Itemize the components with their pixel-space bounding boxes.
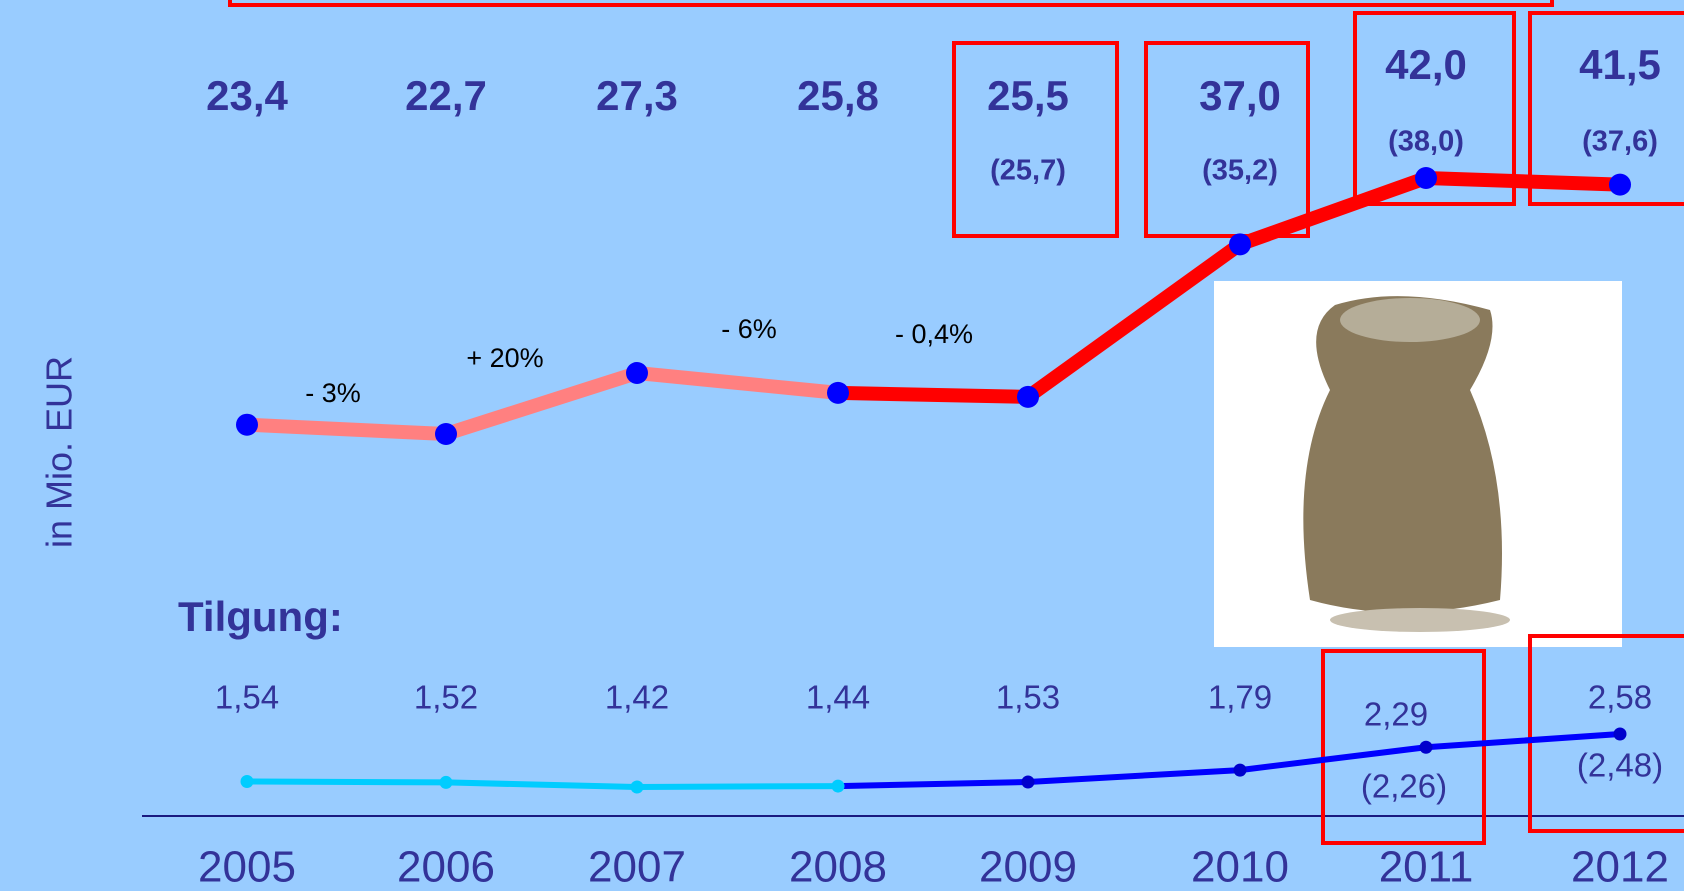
line-segment (1423, 731, 1623, 751)
paren-label: (37,6) (1582, 126, 1658, 158)
paren-label: (35,2) (1202, 155, 1278, 187)
data-point (630, 780, 644, 794)
value-label: 27,3 (596, 72, 678, 119)
line-segment (1233, 171, 1433, 252)
x-tick-label: 2007 (588, 843, 686, 891)
value-label: 41,5 (1579, 41, 1661, 88)
paren-label: (2,26) (1361, 768, 1447, 805)
data-point (1609, 173, 1631, 196)
data-point (827, 381, 849, 404)
money-bag-image (1214, 281, 1622, 647)
data-point (1017, 385, 1039, 408)
line-segment (439, 365, 644, 441)
value-label: 25,5 (987, 72, 1069, 119)
paren-label: (38,0) (1388, 126, 1464, 158)
data-point (1419, 740, 1433, 754)
data-point (1229, 233, 1251, 256)
value-label: 1,53 (996, 679, 1060, 716)
line-segment (1237, 744, 1429, 774)
value-label: 2,58 (1588, 679, 1652, 716)
x-tick-label: 2006 (397, 843, 495, 891)
value-label: 1,54 (215, 679, 279, 716)
data-point (1233, 763, 1247, 777)
data-point (1613, 727, 1627, 741)
value-label: 1,52 (414, 679, 478, 716)
data-point (439, 775, 453, 789)
change-label: + 20% (466, 343, 543, 373)
line-segment (634, 783, 841, 790)
x-tick-label: 2011 (1379, 843, 1474, 891)
value-label: 42,0 (1385, 41, 1467, 88)
value-label: 1,42 (605, 679, 669, 716)
data-point (1021, 775, 1035, 789)
line-segment (1021, 237, 1247, 404)
line-segment (244, 778, 449, 786)
line-segment (831, 385, 1035, 404)
value-label: 37,0 (1199, 72, 1281, 119)
value-label: 25,8 (797, 72, 879, 119)
line-segment (1419, 171, 1627, 192)
line-segment (630, 365, 845, 400)
value-label: 1,44 (806, 679, 870, 716)
value-label: 22,7 (405, 72, 487, 119)
data-point (435, 423, 457, 445)
x-tick-label: 2012 (1571, 843, 1669, 891)
value-label: 1,79 (1208, 679, 1272, 716)
line-segment (835, 778, 1031, 790)
title-frame (228, 0, 1554, 7)
change-label: - 3% (305, 378, 361, 408)
data-point (240, 775, 254, 789)
y-axis-label: in Mio. EUR (39, 356, 80, 548)
x-tick-label: 2010 (1191, 843, 1289, 891)
series-label: Tilgung: (178, 593, 343, 640)
value-label: 2,29 (1364, 696, 1428, 733)
line-segment (240, 417, 453, 441)
highlight-boxes (952, 11, 1684, 845)
value-label: 23,4 (206, 72, 288, 119)
x-tick-label: 2005 (198, 843, 296, 891)
x-tick-label: 2009 (979, 843, 1077, 891)
x-tick-label: 2008 (789, 843, 887, 891)
line-segment (1025, 767, 1243, 785)
line-segment (443, 779, 640, 790)
data-point (831, 779, 845, 793)
data-point (1415, 167, 1437, 189)
change-label: - 6% (721, 314, 777, 344)
change-label: - 0,4% (895, 319, 973, 349)
data-point (626, 361, 648, 384)
paren-label: (25,7) (990, 155, 1066, 187)
paren-label: (2,48) (1577, 747, 1663, 784)
data-point (236, 413, 258, 436)
